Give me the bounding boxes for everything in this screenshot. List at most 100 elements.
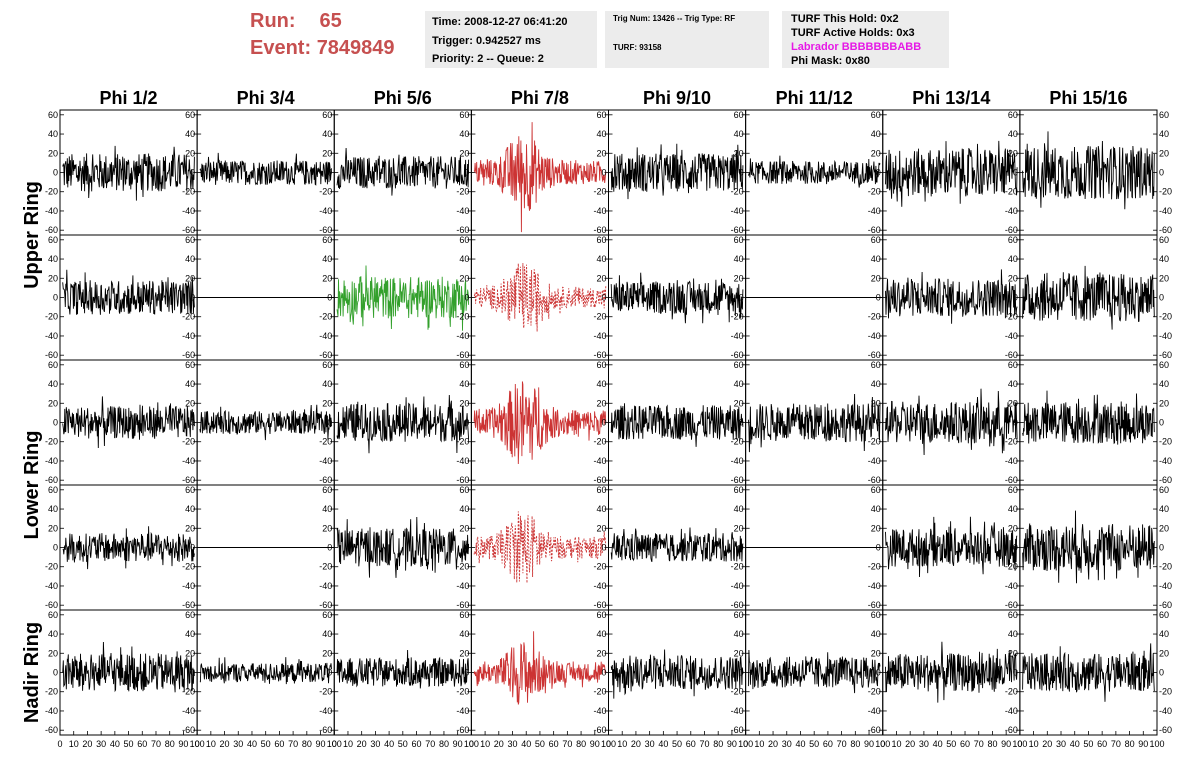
waveform-trace bbox=[1022, 390, 1155, 445]
column-title: Phi 3/4 bbox=[237, 88, 295, 108]
y-tick-label: -40 bbox=[868, 206, 881, 216]
y-tick-label: 60 bbox=[1159, 235, 1169, 245]
y-tick-label: -60 bbox=[456, 600, 469, 610]
y-tick-label: -60 bbox=[1159, 725, 1172, 735]
y-tick-label: 40 bbox=[1008, 629, 1018, 639]
y-tick-label: -40 bbox=[456, 581, 469, 591]
y-tick-label: 60 bbox=[459, 110, 469, 120]
y-tick-label: 20 bbox=[596, 523, 606, 533]
y-tick-label: 60 bbox=[322, 235, 332, 245]
waveform-trace bbox=[336, 147, 470, 196]
y-tick-label: -60 bbox=[45, 350, 58, 360]
y-tick-label: -60 bbox=[182, 600, 195, 610]
y-tick-label: 20 bbox=[871, 148, 881, 158]
panel-frame bbox=[745, 359, 884, 486]
x-tick-label: 0 bbox=[195, 739, 200, 749]
y-tick-label: 0 bbox=[190, 293, 195, 303]
x-tick-label: 40 bbox=[933, 739, 943, 749]
x-tick-label: 0 bbox=[57, 739, 62, 749]
y-tick-label: -40 bbox=[593, 456, 606, 466]
y-tick-label: 20 bbox=[1159, 523, 1169, 533]
y-tick-label: 40 bbox=[1159, 254, 1169, 264]
y-tick-label: 0 bbox=[739, 293, 744, 303]
y-tick-label: 60 bbox=[596, 110, 606, 120]
y-tick-label: -40 bbox=[319, 581, 332, 591]
waveform-trace bbox=[199, 152, 332, 186]
y-tick-label: 0 bbox=[327, 668, 332, 678]
y-tick-label: 0 bbox=[1013, 293, 1018, 303]
y-tick-label: 20 bbox=[185, 648, 195, 658]
y-tick-label: -40 bbox=[593, 706, 606, 716]
y-tick-label: -40 bbox=[1005, 581, 1018, 591]
y-tick-label: 0 bbox=[190, 543, 195, 553]
x-tick-label: 20 bbox=[357, 739, 367, 749]
y-tick-label: -60 bbox=[731, 600, 744, 610]
y-tick-label: 20 bbox=[1159, 398, 1169, 408]
y-tick-label: -40 bbox=[456, 206, 469, 216]
x-tick-label: 60 bbox=[274, 739, 284, 749]
waveform-trace bbox=[473, 263, 607, 332]
x-tick-label: 70 bbox=[699, 739, 709, 749]
y-tick-label: 0 bbox=[876, 168, 881, 178]
x-tick-label: 100 bbox=[1149, 739, 1164, 749]
y-tick-label: 60 bbox=[459, 485, 469, 495]
y-tick-label: 60 bbox=[1008, 610, 1018, 620]
x-tick-label: 70 bbox=[151, 739, 161, 749]
y-tick-label: 60 bbox=[459, 235, 469, 245]
y-tick-label: 0 bbox=[327, 543, 332, 553]
y-tick-label: -60 bbox=[319, 600, 332, 610]
y-tick-label: 60 bbox=[596, 360, 606, 370]
y-tick-label: 40 bbox=[871, 379, 881, 389]
priority-text: Priority: 2 -- Queue: 2 bbox=[432, 53, 544, 65]
y-tick-label: -40 bbox=[731, 581, 744, 591]
y-tick-label: -40 bbox=[1159, 706, 1172, 716]
y-tick-label: -60 bbox=[182, 725, 195, 735]
y-tick-label: 0 bbox=[464, 543, 469, 553]
y-tick-label: 20 bbox=[1008, 648, 1018, 658]
y-tick-label: -20 bbox=[868, 437, 881, 447]
y-tick-label: 0 bbox=[1013, 418, 1018, 428]
x-tick-label: 100 bbox=[1012, 739, 1027, 749]
y-tick-label: -40 bbox=[319, 206, 332, 216]
y-tick-label: -40 bbox=[182, 331, 195, 341]
y-tick-label: -20 bbox=[868, 687, 881, 697]
y-tick-label: 60 bbox=[322, 610, 332, 620]
y-tick-label: 0 bbox=[601, 168, 606, 178]
y-tick-label: 40 bbox=[1159, 629, 1169, 639]
y-tick-label: 20 bbox=[596, 273, 606, 283]
y-tick-label: 60 bbox=[322, 110, 332, 120]
y-tick-label: 20 bbox=[48, 273, 58, 283]
y-tick-label: 60 bbox=[596, 610, 606, 620]
y-tick-label: 40 bbox=[1159, 504, 1169, 514]
y-tick-label: 20 bbox=[322, 523, 332, 533]
y-tick-label: 0 bbox=[464, 418, 469, 428]
y-tick-label: -20 bbox=[1005, 687, 1018, 697]
y-tick-label: -20 bbox=[456, 437, 469, 447]
y-tick-label: 40 bbox=[1159, 379, 1169, 389]
waveform-trace bbox=[610, 403, 744, 447]
y-tick-label: 0 bbox=[327, 168, 332, 178]
y-tick-label: -20 bbox=[456, 312, 469, 322]
waveform-trace bbox=[62, 269, 195, 315]
y-tick-label: 60 bbox=[1159, 485, 1169, 495]
y-tick-label: -60 bbox=[593, 475, 606, 485]
y-tick-label: 20 bbox=[871, 273, 881, 283]
y-tick-label: 40 bbox=[322, 379, 332, 389]
x-tick-label: 60 bbox=[549, 739, 559, 749]
waveform-trace bbox=[199, 657, 332, 685]
y-tick-label: -40 bbox=[319, 331, 332, 341]
y-tick-label: 40 bbox=[185, 129, 195, 139]
y-tick-label: -40 bbox=[1005, 331, 1018, 341]
y-tick-label: 20 bbox=[185, 148, 195, 158]
turf-this-hold-text: TURF This Hold: 0x2 bbox=[791, 13, 899, 25]
y-tick-label: -60 bbox=[182, 225, 195, 235]
x-tick-label: 50 bbox=[1083, 739, 1093, 749]
x-tick-label: 90 bbox=[727, 739, 737, 749]
y-tick-label: 60 bbox=[734, 360, 744, 370]
y-tick-label: 60 bbox=[1159, 360, 1169, 370]
x-tick-label: 0 bbox=[880, 739, 885, 749]
y-tick-label: 60 bbox=[48, 485, 58, 495]
y-tick-label: 20 bbox=[48, 148, 58, 158]
y-tick-label: 60 bbox=[1008, 485, 1018, 495]
y-tick-label: -60 bbox=[182, 475, 195, 485]
